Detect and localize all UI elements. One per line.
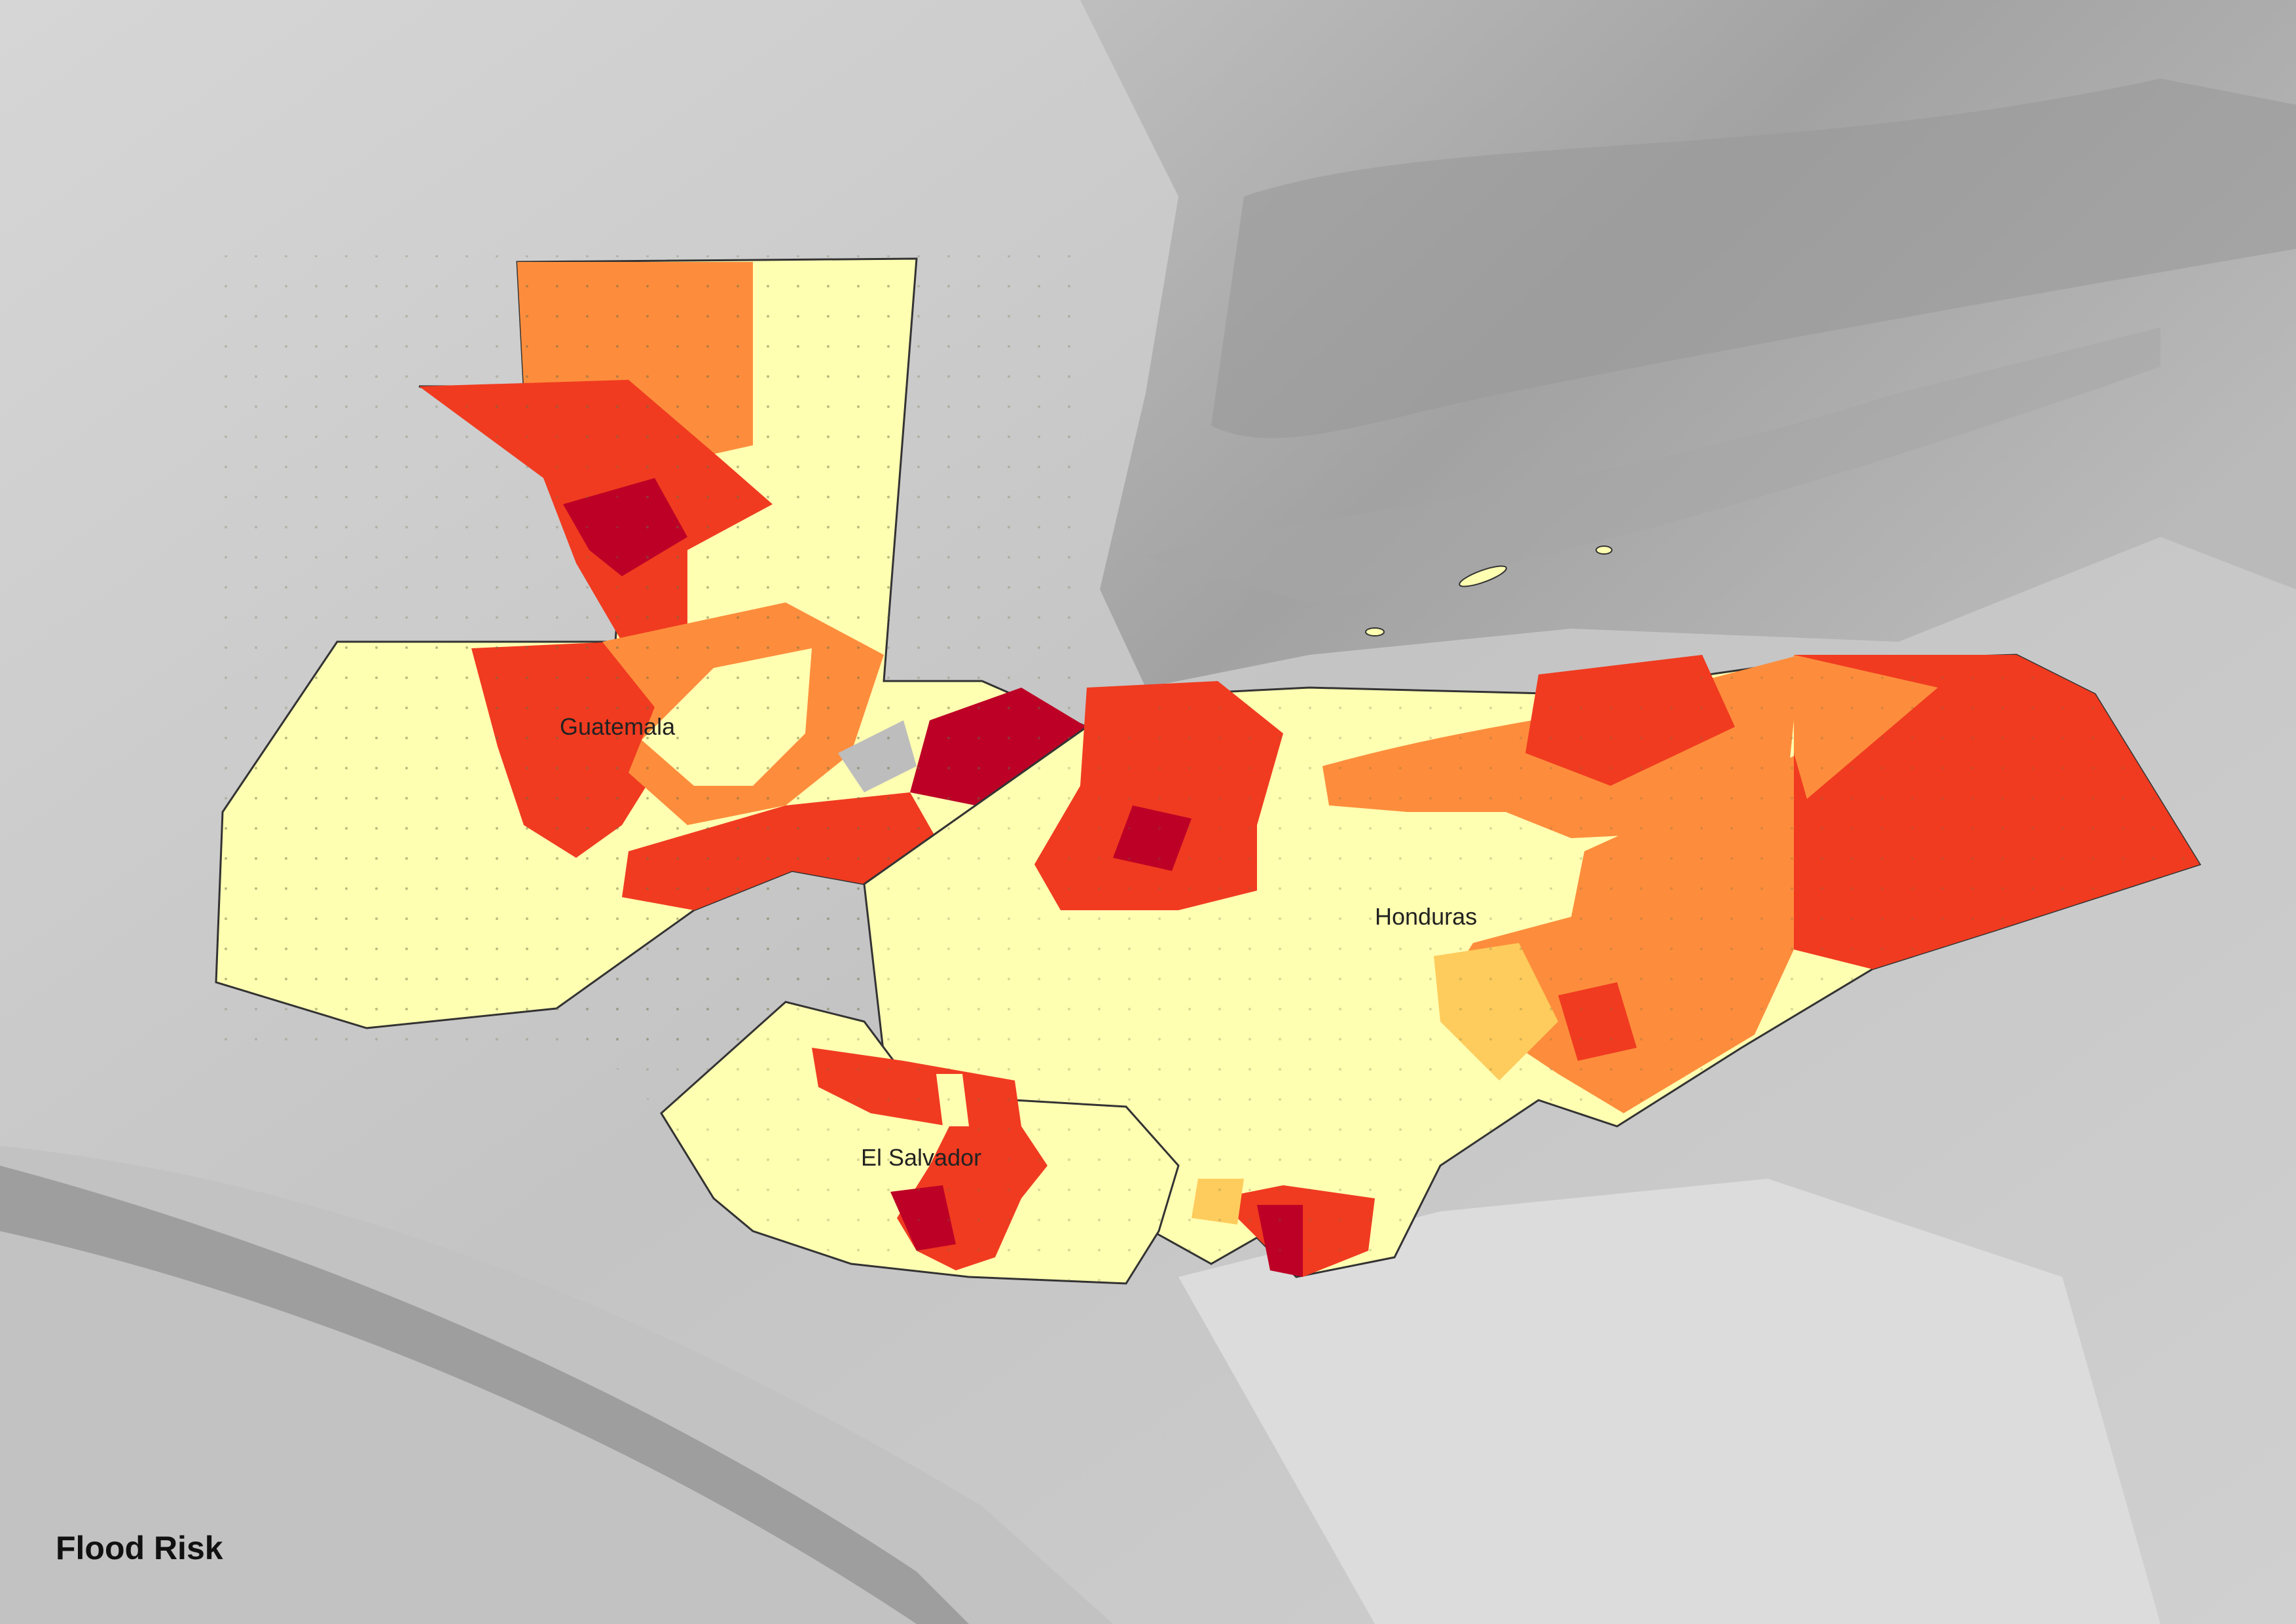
dot-texture-overlay — [216, 259, 2200, 1283]
label-guatemala: Guatemala — [560, 713, 676, 740]
label-el-salvador: El Salvador — [861, 1144, 981, 1171]
nicaragua-land — [1178, 1179, 2160, 1624]
middle-america-trench — [0, 1166, 969, 1624]
bay-islands-roatan — [1459, 565, 1507, 587]
label-honduras: Honduras — [1375, 903, 1477, 930]
map-title: Flood Risk — [56, 1530, 223, 1566]
bay-islands-utila — [1365, 627, 1385, 637]
bay-islands-guanaja — [1595, 545, 1613, 555]
relief-ridge-south — [1146, 327, 2160, 602]
relief-ridge-north — [1211, 79, 2296, 439]
